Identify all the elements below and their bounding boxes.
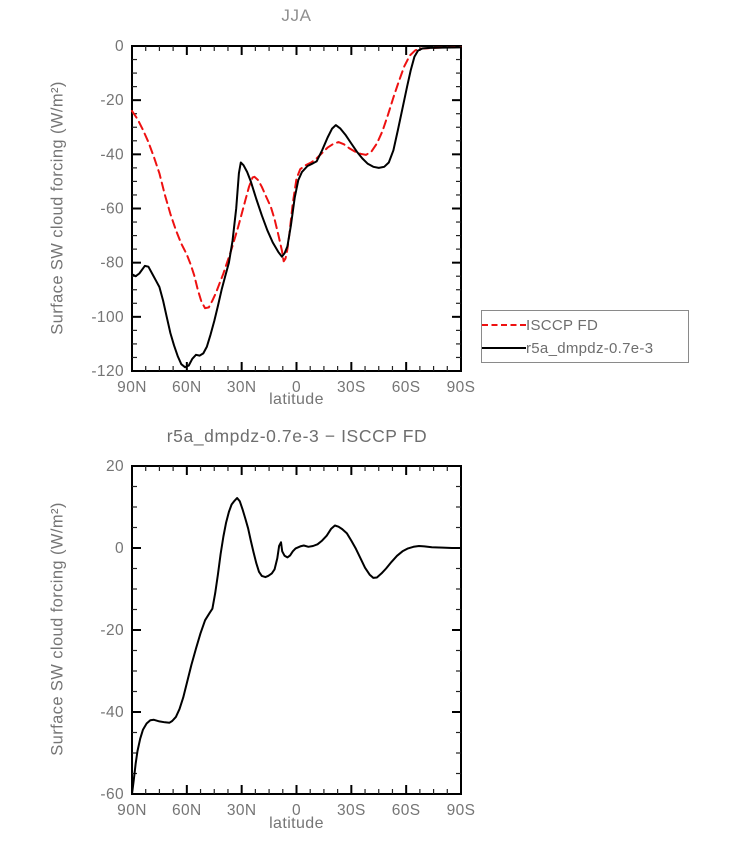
x-tick-label: 0 bbox=[292, 379, 301, 396]
y-tick-label: -60 bbox=[100, 201, 124, 218]
legend-solid-line-sample bbox=[482, 347, 526, 349]
series-line-r5a-dmpdz-0-7e-3 bbox=[131, 46, 462, 369]
y-tick-label: -40 bbox=[100, 146, 124, 163]
y-tick-label: -20 bbox=[100, 622, 124, 639]
y-tick-label: -100 bbox=[91, 309, 124, 326]
legend-label-isccp: ISCCP FD bbox=[526, 316, 599, 334]
x-tick-label: 90N bbox=[117, 802, 147, 819]
y-tick-label: -40 bbox=[100, 704, 124, 721]
y-tick-label: 0 bbox=[115, 540, 124, 557]
bottom-chart-ylabel: Surface SW cloud forcing (W/m²) bbox=[48, 502, 67, 756]
plot-frame bbox=[131, 45, 462, 372]
x-tick-label: 30S bbox=[337, 379, 366, 396]
x-tick-label: 60N bbox=[172, 802, 202, 819]
bottom-chart-title: r5a_dmpdz-0.7e-3 − ISCCP FD bbox=[166, 426, 428, 446]
x-tick-label: 90N bbox=[117, 379, 147, 396]
x-tick-label: 60S bbox=[392, 379, 421, 396]
y-tick-label: -60 bbox=[100, 786, 124, 803]
legend-dashed-line-sample bbox=[482, 324, 526, 326]
x-tick-label: 90S bbox=[447, 379, 476, 396]
top-chart-xlabel: latitude bbox=[269, 391, 324, 408]
y-tick-label: 20 bbox=[106, 458, 124, 475]
y-tick-label: -120 bbox=[91, 363, 124, 380]
x-tick-label: 90S bbox=[447, 802, 476, 819]
bottom-chart-xlabel: latitude bbox=[269, 815, 324, 832]
x-tick-label: 30N bbox=[227, 802, 257, 819]
series-line-r5a-dmpdz-0-7e-3-minus-isccp-fd bbox=[131, 497, 462, 795]
legend-item-isccp: ISCCP FD bbox=[482, 314, 688, 337]
y-tick-label: -20 bbox=[100, 92, 124, 109]
plot-frame bbox=[131, 465, 462, 795]
x-tick-label: 30N bbox=[227, 379, 257, 396]
y-tick-label: 0 bbox=[115, 38, 124, 55]
x-tick-label: 0 bbox=[292, 802, 301, 819]
y-tick-label: -80 bbox=[100, 255, 124, 272]
x-tick-label: 60N bbox=[172, 379, 202, 396]
legend-label-r5a: r5a_dmpdz-0.7e-3 bbox=[526, 339, 654, 357]
legend-box: ISCCP FD r5a_dmpdz-0.7e-3 bbox=[481, 310, 689, 363]
x-tick-label: 60S bbox=[392, 802, 421, 819]
x-tick-label: 30S bbox=[337, 802, 366, 819]
top-chart-ylabel: Surface SW cloud forcing (W/m²) bbox=[48, 81, 67, 335]
top-chart-title: JJA bbox=[281, 6, 312, 25]
series-line-isccp-fd bbox=[131, 46, 462, 310]
legend-item-r5a: r5a_dmpdz-0.7e-3 bbox=[482, 337, 688, 360]
